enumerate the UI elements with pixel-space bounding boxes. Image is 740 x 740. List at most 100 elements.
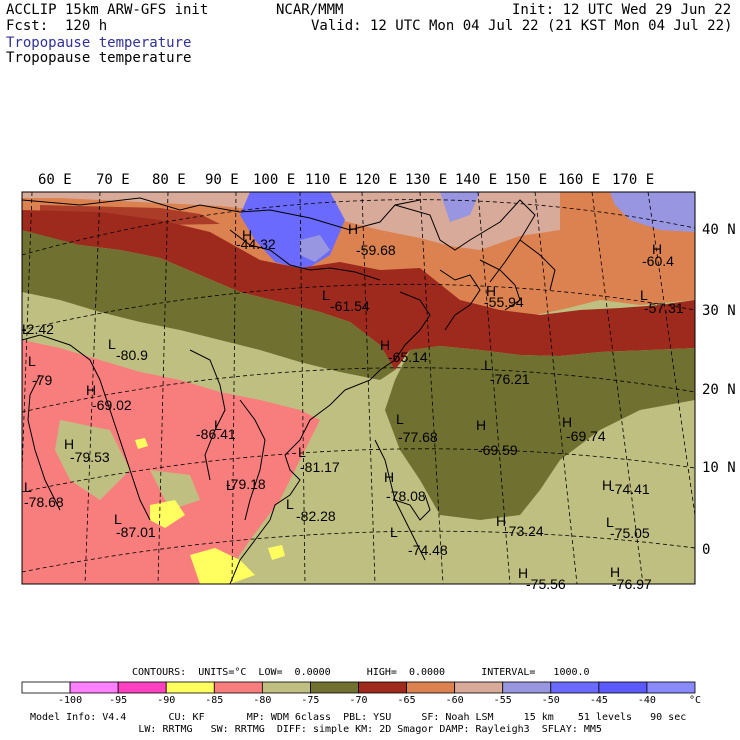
low-marker: L <box>390 524 398 540</box>
extremum-value: -55.94 <box>484 294 524 310</box>
colorbar-tick-label: -70 <box>349 695 368 706</box>
low-marker: L <box>286 496 294 512</box>
low-marker: L <box>108 336 116 352</box>
extremum-value: -79 <box>32 372 52 388</box>
colorbar <box>21 681 696 694</box>
lon-label: 80 E <box>152 172 186 188</box>
low-marker: L <box>322 287 330 303</box>
colorbar-swatch <box>598 681 648 694</box>
low-marker: L <box>24 479 32 495</box>
high-marker: H <box>64 436 74 452</box>
lat-lon-grid <box>22 192 695 584</box>
extremum-value: -73.24 <box>504 523 544 539</box>
extremum-value: -78.08 <box>386 488 426 504</box>
extremum-value: -74.48 <box>408 542 448 558</box>
model-info-line-2: LW: RRTMG SW: RRTMG DIFF: simple KM: 2D … <box>30 724 602 735</box>
high-marker: H <box>348 221 358 237</box>
extremum-value: -69.59 <box>478 442 518 458</box>
extremum-value: -75.56 <box>526 576 566 592</box>
lon-label: 150 E <box>505 172 548 188</box>
colorbar-tick-label: -55 <box>493 695 512 706</box>
extremum-value: -2.42 <box>22 321 54 337</box>
low-marker: L <box>22 321 30 337</box>
lon-label: 170 E <box>612 172 655 188</box>
high-marker: H <box>86 382 96 398</box>
colorbar-tick-label: -90 <box>157 695 176 706</box>
temperature-fill-layer <box>22 192 695 584</box>
colorbar-swatch <box>406 681 456 694</box>
high-marker: H <box>476 417 486 433</box>
colorbar-swatch <box>21 681 71 694</box>
model-info-line-1: Model Info: V4.4 CU: KF MP: WDM 6class P… <box>30 712 687 723</box>
extrema-labels: H-44.32H-59.68 H-60.4L-61.54H-55.94 L-57.3… <box>22 221 684 592</box>
lon-label: 120 E <box>355 172 398 188</box>
lon-label: 90 E <box>205 172 239 188</box>
colorbar-tick-label: -85 <box>205 695 224 706</box>
high-marker: H <box>518 565 528 581</box>
high-marker: H <box>242 227 252 243</box>
lon-label: 130 E <box>405 172 448 188</box>
colorbar-tick-label: -45 <box>589 695 608 706</box>
extremum-value: -80.9 <box>116 347 148 363</box>
colorbar-tick-label: -100 <box>58 695 83 706</box>
low-marker: L <box>298 444 306 460</box>
lon-label: 160 E <box>558 172 601 188</box>
colorbar-swatch <box>358 681 407 694</box>
extremum-value: -76.97 <box>612 576 652 592</box>
extremum-value: -69.02 <box>92 397 132 413</box>
colorbar-swatch <box>454 681 504 694</box>
init-time: Init: 12 UTC Wed 29 Jun 22 <box>512 2 732 18</box>
colorbar-tick-label: -95 <box>109 695 128 706</box>
extremum-value: -65.14 <box>388 349 428 365</box>
field-title-secondary: Tropopause temperature <box>6 50 192 66</box>
colorbar-tick-label: -65 <box>397 695 416 706</box>
colorbar-tick-label: -40 <box>637 695 656 706</box>
colorbar-swatch <box>502 681 552 694</box>
lon-label: 100 E <box>253 172 296 188</box>
extremum-value: -78.68 <box>24 494 64 510</box>
lon-label: 70 E <box>96 172 130 188</box>
extremum-value: -57.31 <box>644 300 684 316</box>
center-name: NCAR/MMM <box>276 2 344 18</box>
extremum-value: -79.53 <box>70 449 110 465</box>
colorbar-swatch <box>69 681 119 694</box>
valid-time: Valid: 12 UTC Mon 04 Jul 22 (21 KST Mon … <box>311 18 733 34</box>
lat-label: 30 N <box>702 303 736 319</box>
lon-label: 60 E <box>38 172 72 188</box>
field-title-primary: Tropopause temperature <box>6 35 192 51</box>
colorbar-tick-label: -60 <box>445 695 464 706</box>
low-marker: L <box>226 477 234 493</box>
high-marker: H <box>652 241 662 257</box>
lon-label: 140 E <box>455 172 498 188</box>
extremum-value: -86.41 <box>196 426 236 442</box>
low-marker: L <box>484 357 492 373</box>
high-marker: H <box>496 513 506 529</box>
high-marker: H <box>562 414 572 430</box>
extremum-value: -59.68 <box>356 242 396 258</box>
colorbar-tick-label: -80 <box>253 695 272 706</box>
low-marker: L <box>640 287 648 303</box>
colorbar-tick-label: -50 <box>541 695 560 706</box>
colorbar-swatch <box>550 681 600 694</box>
lat-label: 0 <box>702 542 711 558</box>
low-marker: L <box>396 411 404 427</box>
lat-label: 10 N <box>702 460 736 476</box>
colorbar-swatch <box>117 681 167 694</box>
high-marker: H <box>602 477 612 493</box>
extremum-value: -61.54 <box>330 298 370 314</box>
coastlines <box>22 197 556 584</box>
extremum-value: -74.41 <box>610 481 650 497</box>
extremum-value: -77.68 <box>398 429 438 445</box>
extremum-value: -79.18 <box>226 476 266 492</box>
high-marker: H <box>486 283 496 299</box>
map-frame <box>21 191 696 585</box>
extremum-value: -60.4 <box>642 253 674 269</box>
extremum-value: -75.05 <box>610 525 650 541</box>
high-marker: H <box>384 469 394 485</box>
forecast-hour: Fcst: 120 h <box>6 18 108 34</box>
high-marker: H <box>610 564 620 580</box>
low-marker: L <box>28 353 36 369</box>
extremum-value: -69.74 <box>566 428 606 444</box>
colorbar-unit: °C <box>688 695 702 706</box>
